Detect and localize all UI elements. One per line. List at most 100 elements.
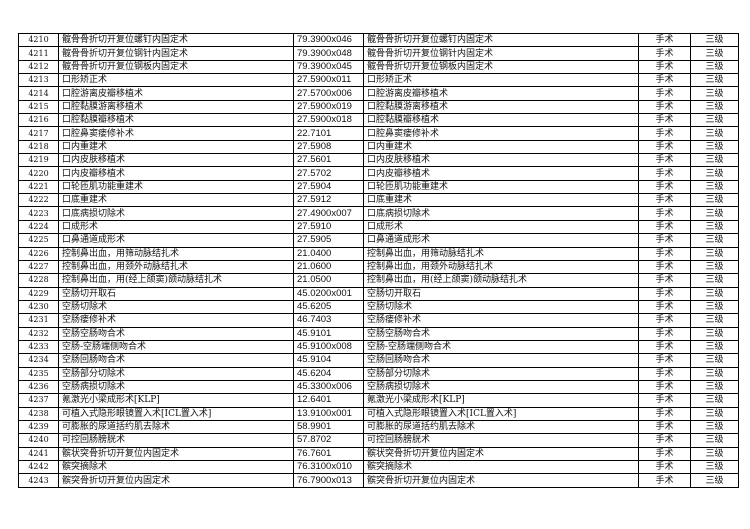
row-number: 4237 — [18, 393, 59, 408]
procedure-code: 76.7900x013 — [293, 473, 364, 488]
procedure-name: 可控回肠膀胱术 — [58, 433, 294, 448]
procedure-code: 45.6204 — [293, 366, 364, 381]
procedure-level: 三级 — [690, 139, 739, 155]
procedure-level: 三级 — [690, 46, 739, 61]
procedure-level: 三级 — [690, 126, 739, 141]
table-row: 4236 空肠病损切除术 45.3300x006 空肠病损切除术 手术 三级 — [18, 379, 739, 395]
procedure-name-alt: 口鼻通道成形术 — [363, 233, 639, 248]
procedure-level: 三级 — [690, 259, 739, 275]
table-row: 4225 口鼻通道成形术 27.5905 口鼻通道成形术 手术 三级 — [18, 233, 739, 248]
row-number: 4241 — [18, 446, 59, 462]
procedure-name-alt: 口腔黏膜游离移植术 — [363, 99, 639, 115]
procedure-type: 手术 — [638, 353, 691, 368]
procedure-name: 控制鼻出血，用(经上颌窦)颌动脉结扎术 — [58, 273, 294, 288]
procedure-type: 手术 — [638, 286, 691, 301]
procedure-level: 三级 — [690, 99, 739, 115]
procedure-level: 三级 — [690, 32, 739, 48]
procedure-name: 空肠-空肠端侧吻合术 — [58, 339, 294, 355]
row-number: 4238 — [18, 406, 59, 421]
row-number: 4228 — [18, 273, 59, 288]
procedure-name: 髌突骨折切开复位内固定术 — [58, 473, 294, 488]
table-row: 4234 空肠回肠吻合术 45.9104 空肠回肠吻合术 手术 三级 — [18, 353, 739, 368]
procedure-name: 髋骨骨折切开复位钢针内固定术 — [58, 46, 294, 61]
procedure-type: 手术 — [638, 193, 691, 208]
procedure-type: 手术 — [638, 179, 691, 195]
procedure-level: 三级 — [690, 86, 739, 101]
procedure-level: 三级 — [690, 433, 739, 448]
procedure-level: 三级 — [690, 206, 739, 221]
table-row: 4218 口内重建术 27.5908 口内重建术 手术 三级 — [18, 139, 739, 155]
procedure-type: 手术 — [638, 459, 691, 475]
table-row: 4227 控制鼻出血，用颈外动脉结扎术 21.0600 控制鼻出血，用颈外动脉结扎术手… — [18, 259, 739, 275]
procedure-name-alt: 髌状突骨折切开复位内固定术 — [363, 446, 639, 462]
procedure-level: 三级 — [690, 219, 739, 235]
procedure-name: 口内皮肤移植术 — [58, 153, 294, 168]
procedure-name-alt: 口腔鼻窦瘘修补术 — [363, 126, 639, 141]
procedure-name: 髋骨骨折切开复位螺钉内固定术 — [58, 32, 294, 48]
table-row: 4226 控制鼻出血，用筛动脉结扎术 21.0400 控制鼻出血，用筛动脉结扎术 手术三… — [18, 246, 739, 261]
procedure-level: 三级 — [690, 153, 739, 168]
procedure-name-alt: 髌突骨折切开复位内固定术 — [363, 473, 639, 488]
procedure-level: 三级 — [690, 113, 739, 128]
table-row: 4217 口腔鼻窦瘘修补术 22.7101 口腔鼻窦瘘修补术 手术 三级 — [18, 126, 739, 141]
procedure-name-alt: 空肠部分切除术 — [363, 366, 639, 381]
table-row: 4212 髋骨骨折切开复位钢板内固定术 79.3900x045 髋骨骨折切开复位钢板内… — [18, 59, 739, 75]
row-number: 4217 — [18, 126, 59, 141]
procedure-name-alt: 可控回肠膀胱术 — [363, 433, 639, 448]
table-row: 4237 氪激光小梁成形术[KLP] 12.6401 氪激光小梁成形术[KLP] 手术三… — [18, 393, 739, 408]
procedure-name: 控制鼻出血，用颈外动脉结扎术 — [58, 259, 294, 275]
procedure-level: 三级 — [690, 379, 739, 395]
row-number: 4210 — [18, 32, 59, 48]
procedure-code: 27.5601 — [293, 153, 364, 168]
table-row: 4224 口成形术 27.5910 口成形术 手术 三级 — [18, 219, 739, 235]
procedure-name: 髌状突骨折切开复位内固定术 — [58, 446, 294, 462]
procedure-name-alt: 髋骨骨折切开复位钢板内固定术 — [363, 59, 639, 75]
procedure-level: 三级 — [690, 393, 739, 408]
procedure-code: 22.7101 — [293, 126, 364, 141]
table-row: 4241 髌状突骨折切开复位内固定术 76.7601 髌状突骨折切开复位内固定术 手术三… — [18, 446, 739, 462]
procedure-type: 手术 — [638, 86, 691, 101]
table-row: 4219 口内皮肤移植术 27.5601 口内皮肤移植术 手术 三级 — [18, 153, 739, 168]
procedure-name-alt: 口底重建术 — [363, 193, 639, 208]
procedure-name-alt: 可膨胀的尿道括约肌去除术 — [363, 419, 639, 435]
procedure-table-body: 4210 髋骨骨折切开复位螺钉内固定术 79.3900x046 髋骨骨折切开复位螺钉内… — [18, 32, 739, 488]
procedure-level: 三级 — [690, 179, 739, 195]
procedure-type: 手术 — [638, 446, 691, 462]
procedure-table: 4210 髋骨骨折切开复位螺钉内固定术 79.3900x046 髋骨骨折切开复位螺钉内… — [18, 32, 739, 488]
procedure-name-alt: 髋骨骨折切开复位螺钉内固定术 — [363, 32, 639, 48]
procedure-name-alt: 口形矫正术 — [363, 73, 639, 88]
procedure-name: 口腔黏膜游离移植术 — [58, 99, 294, 115]
procedure-type: 手术 — [638, 473, 691, 488]
procedure-type: 手术 — [638, 32, 691, 48]
table-row: 4243 髌突骨折切开复位内固定术 76.7900x013 髌突骨折切开复位内固定术手… — [18, 473, 739, 488]
procedure-name-alt: 空肠回肠吻合术 — [363, 353, 639, 368]
procedure-type: 手术 — [638, 259, 691, 275]
row-number: 4212 — [18, 59, 59, 75]
procedure-code: 13.9100x001 — [293, 406, 364, 421]
table-row: 4239 可膨胀的尿道括约肌去除术 58.9901 可膨胀的尿道括约肌去除术 手术 三级 — [18, 419, 739, 435]
procedure-type: 手术 — [638, 433, 691, 448]
procedure-type: 手术 — [638, 313, 691, 328]
procedure-code: 27.5900x018 — [293, 113, 364, 128]
procedure-type: 手术 — [638, 246, 691, 261]
procedure-code: 45.9104 — [293, 353, 364, 368]
table-row: 4215 口腔黏膜游离移植术 27.5900x019 口腔黏膜游离移植术 手术 三级 — [18, 99, 739, 115]
procedure-level: 三级 — [690, 166, 739, 181]
table-row: 4220 口内皮瓣移植术 27.5702 口内皮瓣移植术 手术 三级 — [18, 166, 739, 181]
procedure-code: 27.5910 — [293, 219, 364, 235]
procedure-type: 手术 — [638, 233, 691, 248]
procedure-name: 口鼻通道成形术 — [58, 233, 294, 248]
procedure-code: 27.5905 — [293, 233, 364, 248]
table-row: 4216 口腔黏膜瓣移植术 27.5900x018 口腔黏膜瓣移植术 手术 三级 — [18, 113, 739, 128]
row-number: 4220 — [18, 166, 59, 181]
procedure-name-alt: 口腔游离皮瓣移植术 — [363, 86, 639, 101]
procedure-name-alt: 控制鼻出血，用筛动脉结扎术 — [363, 246, 639, 261]
row-number: 4236 — [18, 379, 59, 395]
procedure-code: 45.9100x008 — [293, 339, 364, 355]
procedure-level: 三级 — [690, 366, 739, 381]
procedure-name: 可植入式隐形眼镜置入术[ICL置入术] — [58, 406, 294, 421]
procedure-code: 57.8702 — [293, 433, 364, 448]
procedure-name-alt: 髋骨骨折切开复位钢针内固定术 — [363, 46, 639, 61]
table-row: 4213 口形矫正术 27.5900x011 口形矫正术 手术 三级 — [18, 73, 739, 88]
procedure-type: 手术 — [638, 153, 691, 168]
